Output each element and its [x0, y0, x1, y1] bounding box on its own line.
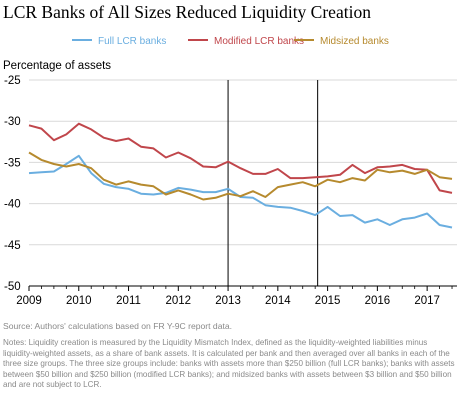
y-tick-label: -25	[4, 75, 21, 87]
y-tick-label: -35	[4, 157, 21, 169]
y-tick-label: -30	[4, 116, 21, 128]
source-note: Source: Authors' calculations based on F…	[3, 321, 233, 331]
legend-label: Modified LCR banks	[214, 36, 304, 47]
series-lines	[28, 122, 453, 229]
x-tick-label: 2009	[16, 295, 42, 307]
x-tick-label: 2017	[414, 295, 440, 307]
chart-title: LCR Banks of All Sizes Reduced Liquidity…	[3, 2, 371, 22]
legend: Full LCR banks Modified LCR banks Midsized…	[72, 36, 389, 47]
x-tick-label: 2015	[315, 295, 341, 307]
legend-label: Midsized banks	[320, 36, 389, 47]
vertical-markers	[227, 80, 319, 286]
y-tick-label: -45	[4, 240, 21, 252]
x-tick-label: 2011	[116, 295, 141, 307]
x-tick-label: 2016	[365, 295, 391, 307]
axes: -25 -30 -35 -40 -45 -50 2009 2010 2011 2012 2013 20…	[4, 75, 457, 307]
y-axis-label: Percentage of assets	[3, 60, 111, 72]
series-line-2	[28, 151, 453, 201]
grid-lines	[29, 79, 457, 246]
legend-label: Full LCR banks	[98, 36, 166, 47]
x-tick-label: 2010	[66, 295, 92, 307]
y-tick-label: -40	[4, 199, 21, 211]
series-line-1	[28, 122, 453, 194]
notes-text: Notes: Liquidity creation is measured by…	[3, 338, 455, 389]
y-tick-label: -50	[4, 281, 21, 293]
x-tick-label: 2014	[265, 295, 291, 307]
x-tick-label: 2013	[215, 295, 241, 307]
x-tick-label: 2012	[166, 295, 192, 307]
